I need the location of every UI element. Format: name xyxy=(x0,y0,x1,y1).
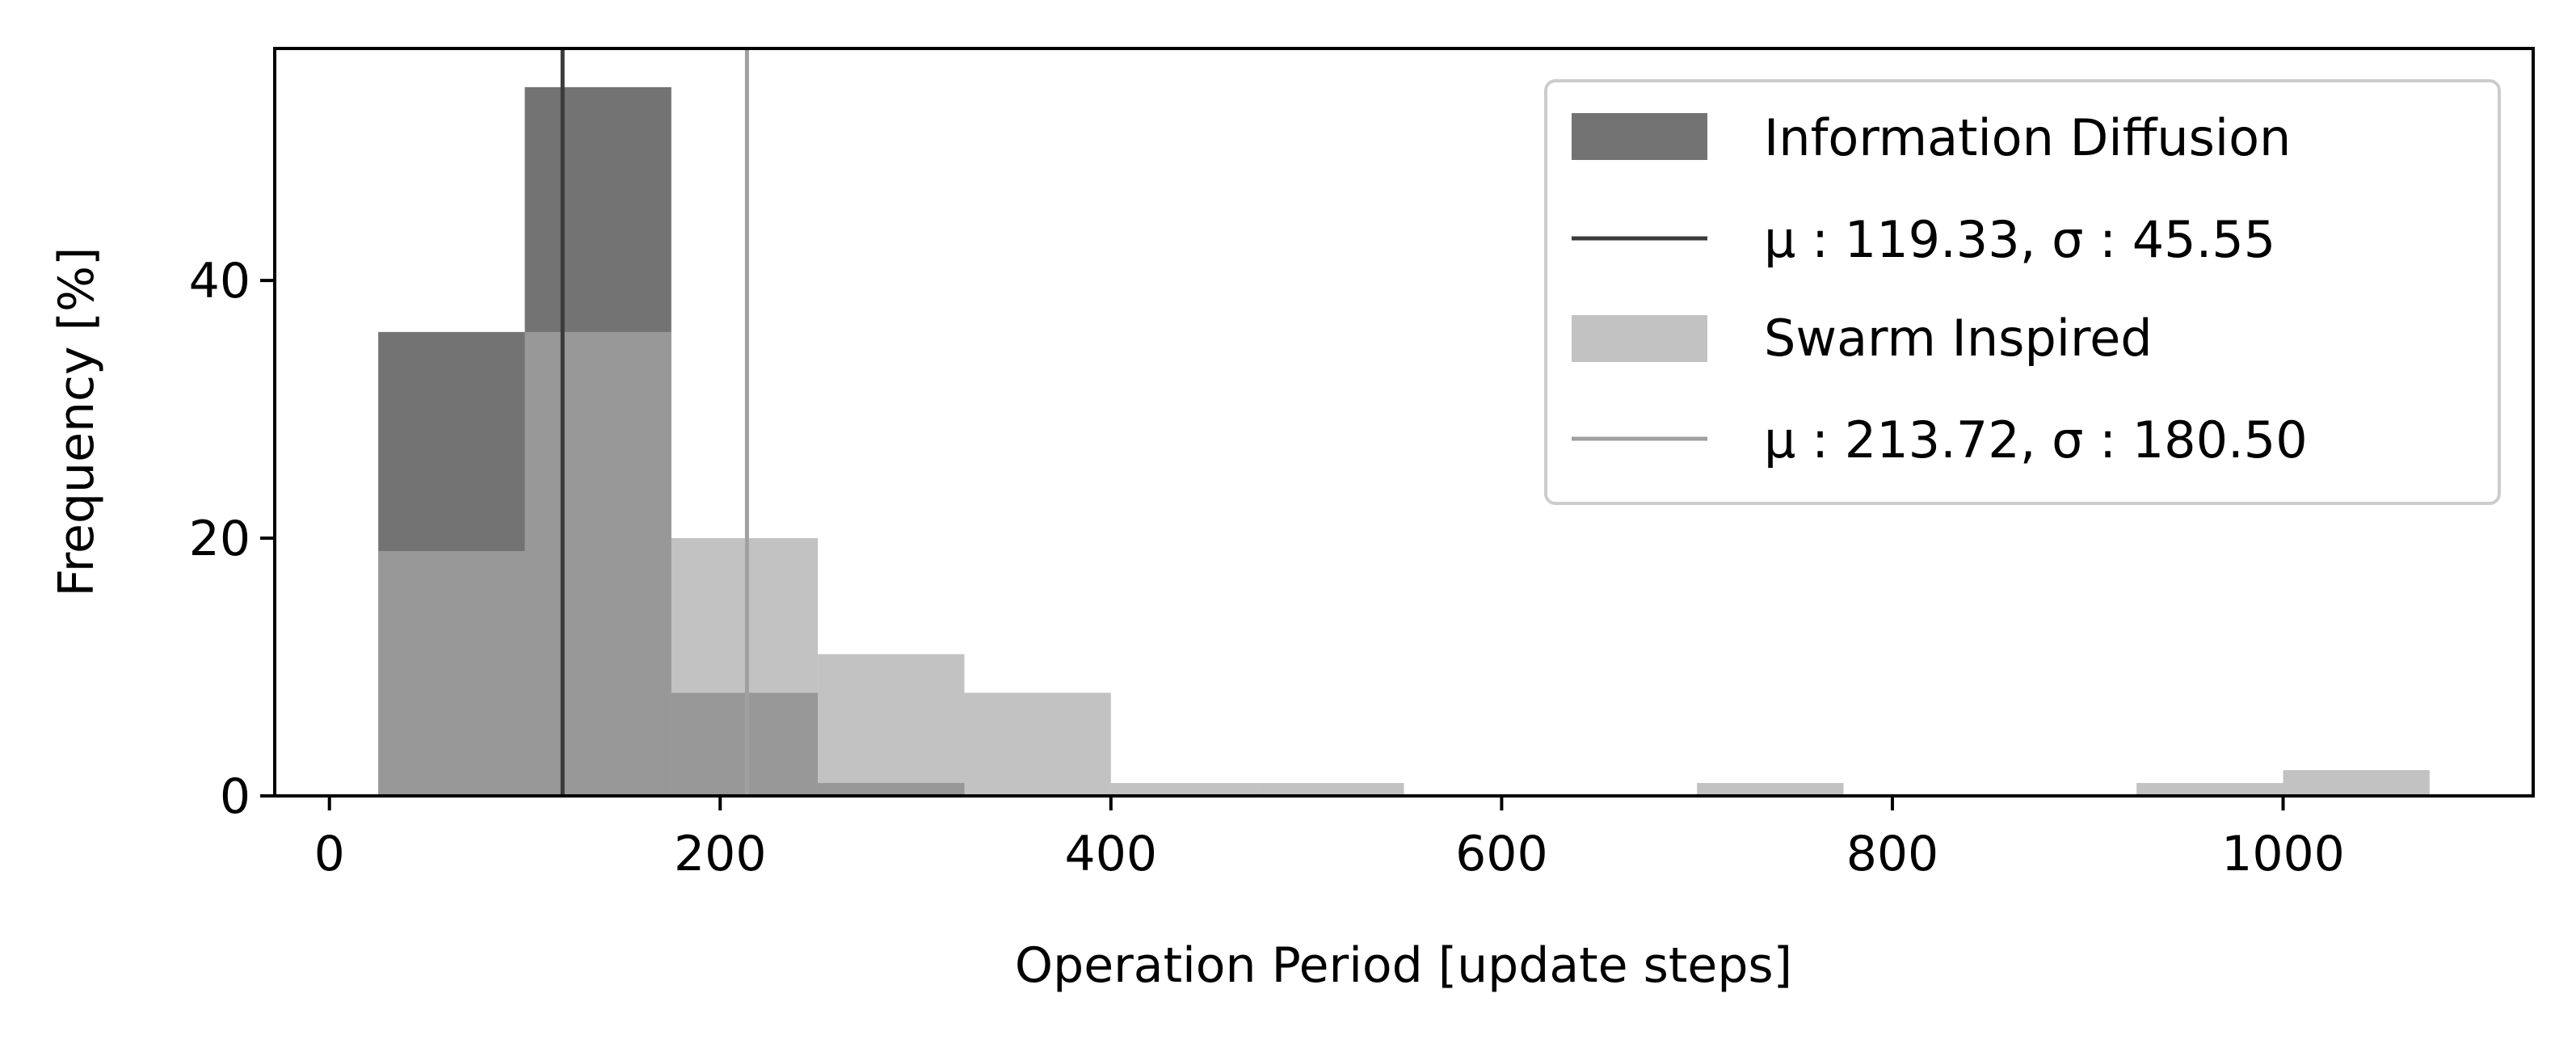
bar-swarm-inspired-2 xyxy=(671,538,819,796)
x-tick-label-600: 600 xyxy=(1455,826,1548,882)
legend-swatch-swarm-inspired xyxy=(1572,315,1707,362)
legend-frame xyxy=(1544,79,2501,505)
bar-swarm-inspired-12 xyxy=(2136,783,2283,796)
y-tick-label-20: 20 xyxy=(189,511,250,567)
bar-swarm-inspired-1 xyxy=(524,331,671,796)
x-tick-label-200: 200 xyxy=(674,826,767,882)
legend-label-information-diffusion: Information Diffusion xyxy=(1764,108,2291,167)
bar-swarm-inspired-5 xyxy=(1110,783,1258,796)
bar-swarm-inspired-4 xyxy=(964,692,1111,796)
x-tick-label-400: 400 xyxy=(1065,826,1158,882)
legend-swatch-information-diffusion xyxy=(1572,113,1707,160)
x-tick-label-0: 0 xyxy=(314,826,345,882)
mean-lines-layer xyxy=(560,48,749,796)
legend-label-swarm-inspired-mean: μ : 213.72, σ : 180.50 xyxy=(1764,410,2308,469)
bar-swarm-inspired-13 xyxy=(2283,770,2430,796)
legend-label-swarm-inspired: Swarm Inspired xyxy=(1764,309,2153,368)
x-tick-label-1000: 1000 xyxy=(2221,826,2345,882)
y-tick-label-0: 0 xyxy=(220,768,250,825)
y-tick-label-40: 40 xyxy=(189,253,250,309)
y-axis-label: Frequency [%] xyxy=(48,247,105,597)
y-axis-ticks: 0 20 40 xyxy=(189,253,275,825)
legend: Information Diffusion μ : 119.33, σ : 45… xyxy=(1544,79,2501,505)
bar-swarm-inspired-9 xyxy=(1697,783,1844,796)
bar-swarm-inspired-6 xyxy=(1257,783,1404,796)
legend-label-information-diffusion-mean: μ : 119.33, σ : 45.55 xyxy=(1764,210,2275,269)
x-axis-ticks: 0 200 400 600 800 1000 xyxy=(314,796,2345,882)
bar-swarm-inspired-3 xyxy=(818,654,965,796)
bar-swarm-inspired-0 xyxy=(378,550,525,796)
x-tick-label-800: 800 xyxy=(1846,826,1939,882)
x-axis-label: Operation Period [update steps] xyxy=(1015,937,1792,994)
bars-layer xyxy=(378,86,2430,796)
plot-frame xyxy=(273,47,2535,798)
